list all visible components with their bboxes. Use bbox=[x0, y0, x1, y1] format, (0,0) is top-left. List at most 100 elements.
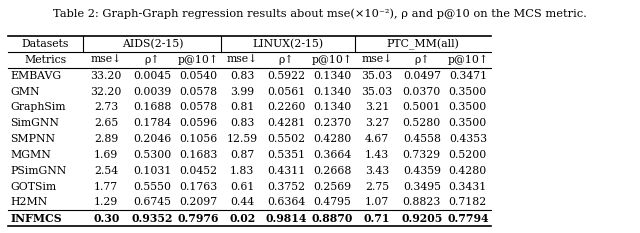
Text: 0.1340: 0.1340 bbox=[313, 87, 351, 96]
Text: mse↓: mse↓ bbox=[91, 55, 122, 65]
Text: LINUX(2-15): LINUX(2-15) bbox=[253, 39, 324, 49]
Text: 0.5001: 0.5001 bbox=[403, 103, 441, 112]
Text: 0.2370: 0.2370 bbox=[313, 118, 351, 128]
Text: 0.0039: 0.0039 bbox=[133, 87, 172, 96]
Text: 0.3431: 0.3431 bbox=[449, 182, 487, 192]
Text: INFMCS: INFMCS bbox=[10, 213, 62, 224]
Text: 0.4281: 0.4281 bbox=[267, 118, 305, 128]
Text: 0.4795: 0.4795 bbox=[313, 198, 351, 207]
Text: 0.30: 0.30 bbox=[93, 213, 120, 224]
Text: 3.27: 3.27 bbox=[365, 118, 389, 128]
Text: 0.3664: 0.3664 bbox=[313, 150, 351, 160]
Text: 0.0561: 0.0561 bbox=[267, 87, 305, 96]
Text: PTC_MM(all): PTC_MM(all) bbox=[387, 38, 460, 50]
Text: 0.9352: 0.9352 bbox=[132, 213, 173, 224]
Text: 0.4280: 0.4280 bbox=[449, 166, 487, 176]
Text: 0.0578: 0.0578 bbox=[179, 87, 218, 96]
Text: 0.5280: 0.5280 bbox=[403, 118, 441, 128]
Text: 0.6364: 0.6364 bbox=[267, 198, 305, 207]
Text: 0.1763: 0.1763 bbox=[179, 182, 218, 192]
Text: 0.1784: 0.1784 bbox=[133, 118, 172, 128]
Text: 0.1688: 0.1688 bbox=[133, 103, 172, 112]
Text: 4.67: 4.67 bbox=[365, 134, 389, 144]
Text: 0.9205: 0.9205 bbox=[401, 213, 442, 224]
Text: 35.03: 35.03 bbox=[362, 87, 392, 96]
Text: 1.77: 1.77 bbox=[94, 182, 118, 192]
Text: 33.20: 33.20 bbox=[90, 71, 122, 81]
Text: PSimGNN: PSimGNN bbox=[10, 166, 67, 176]
Text: 0.5922: 0.5922 bbox=[267, 71, 305, 81]
Text: 0.0497: 0.0497 bbox=[403, 71, 441, 81]
Text: Table 2: Graph-Graph regression results about mse(×10⁻²), ρ and p@10 on the MCS : Table 2: Graph-Graph regression results … bbox=[53, 8, 587, 19]
Text: 12.59: 12.59 bbox=[227, 134, 258, 144]
Text: 2.89: 2.89 bbox=[94, 134, 118, 144]
Text: 0.1683: 0.1683 bbox=[179, 150, 218, 160]
Text: 0.0578: 0.0578 bbox=[179, 103, 218, 112]
Text: 0.0370: 0.0370 bbox=[403, 87, 441, 96]
Text: AIDS(2-15): AIDS(2-15) bbox=[122, 39, 183, 49]
Text: 0.4353: 0.4353 bbox=[449, 134, 487, 144]
Text: 0.8823: 0.8823 bbox=[403, 198, 441, 207]
Text: 1.43: 1.43 bbox=[365, 150, 389, 160]
Text: H2MN: H2MN bbox=[10, 198, 47, 207]
Text: 0.02: 0.02 bbox=[229, 213, 255, 224]
Text: 0.3500: 0.3500 bbox=[449, 118, 487, 128]
Text: ρ↑: ρ↑ bbox=[145, 55, 160, 65]
Text: 0.3752: 0.3752 bbox=[267, 182, 305, 192]
Text: ρ↑: ρ↑ bbox=[278, 55, 294, 65]
Text: GMN: GMN bbox=[10, 87, 40, 96]
Text: 0.1031: 0.1031 bbox=[133, 166, 172, 176]
Text: 0.61: 0.61 bbox=[230, 182, 255, 192]
Text: 0.2046: 0.2046 bbox=[133, 134, 172, 144]
Text: p@10↑: p@10↑ bbox=[178, 55, 219, 65]
Text: 2.54: 2.54 bbox=[94, 166, 118, 176]
Text: 0.2668: 0.2668 bbox=[313, 166, 351, 176]
Text: mse↓: mse↓ bbox=[362, 55, 392, 65]
Text: Metrics: Metrics bbox=[24, 55, 67, 65]
Text: 2.75: 2.75 bbox=[365, 182, 389, 192]
Text: 3.43: 3.43 bbox=[365, 166, 389, 176]
Text: 0.1340: 0.1340 bbox=[313, 71, 351, 81]
Text: 0.4311: 0.4311 bbox=[267, 166, 305, 176]
Text: 0.83: 0.83 bbox=[230, 71, 255, 81]
Text: Datasets: Datasets bbox=[22, 39, 69, 49]
Text: 2.65: 2.65 bbox=[94, 118, 118, 128]
Text: SimGNN: SimGNN bbox=[10, 118, 59, 128]
Text: 0.5300: 0.5300 bbox=[133, 150, 172, 160]
Text: 35.03: 35.03 bbox=[362, 71, 392, 81]
Text: 0.5351: 0.5351 bbox=[267, 150, 305, 160]
Text: 0.4359: 0.4359 bbox=[403, 166, 441, 176]
Text: 0.4280: 0.4280 bbox=[313, 134, 351, 144]
Text: 0.1056: 0.1056 bbox=[179, 134, 218, 144]
Text: 0.7794: 0.7794 bbox=[447, 213, 488, 224]
Text: GraphSim: GraphSim bbox=[10, 103, 66, 112]
Text: 1.07: 1.07 bbox=[365, 198, 389, 207]
Text: 1.83: 1.83 bbox=[230, 166, 255, 176]
Text: 3.99: 3.99 bbox=[230, 87, 254, 96]
Text: 0.5502: 0.5502 bbox=[267, 134, 305, 144]
Text: 1.69: 1.69 bbox=[94, 150, 118, 160]
Text: 3.21: 3.21 bbox=[365, 103, 389, 112]
Text: 0.9814: 0.9814 bbox=[266, 213, 307, 224]
Text: p@10↑: p@10↑ bbox=[312, 55, 353, 65]
Text: 0.0045: 0.0045 bbox=[133, 71, 172, 81]
Text: p@10↑: p@10↑ bbox=[447, 55, 488, 65]
Text: 0.0540: 0.0540 bbox=[179, 71, 218, 81]
Text: 32.20: 32.20 bbox=[90, 87, 122, 96]
Text: 0.4558: 0.4558 bbox=[403, 134, 441, 144]
Text: 0.2097: 0.2097 bbox=[179, 198, 218, 207]
Text: 0.71: 0.71 bbox=[364, 213, 390, 224]
Text: 0.3500: 0.3500 bbox=[449, 87, 487, 96]
Text: 0.7182: 0.7182 bbox=[449, 198, 487, 207]
Text: 0.1340: 0.1340 bbox=[313, 103, 351, 112]
Text: 0.3471: 0.3471 bbox=[449, 71, 487, 81]
Text: 0.6745: 0.6745 bbox=[133, 198, 172, 207]
Text: 0.7976: 0.7976 bbox=[178, 213, 219, 224]
Text: 0.2569: 0.2569 bbox=[313, 182, 351, 192]
Text: 0.0452: 0.0452 bbox=[179, 166, 218, 176]
Text: 0.3495: 0.3495 bbox=[403, 182, 441, 192]
Text: 2.73: 2.73 bbox=[94, 103, 118, 112]
Text: MGMN: MGMN bbox=[10, 150, 51, 160]
Text: GOTSim: GOTSim bbox=[10, 182, 56, 192]
Text: 0.81: 0.81 bbox=[230, 103, 255, 112]
